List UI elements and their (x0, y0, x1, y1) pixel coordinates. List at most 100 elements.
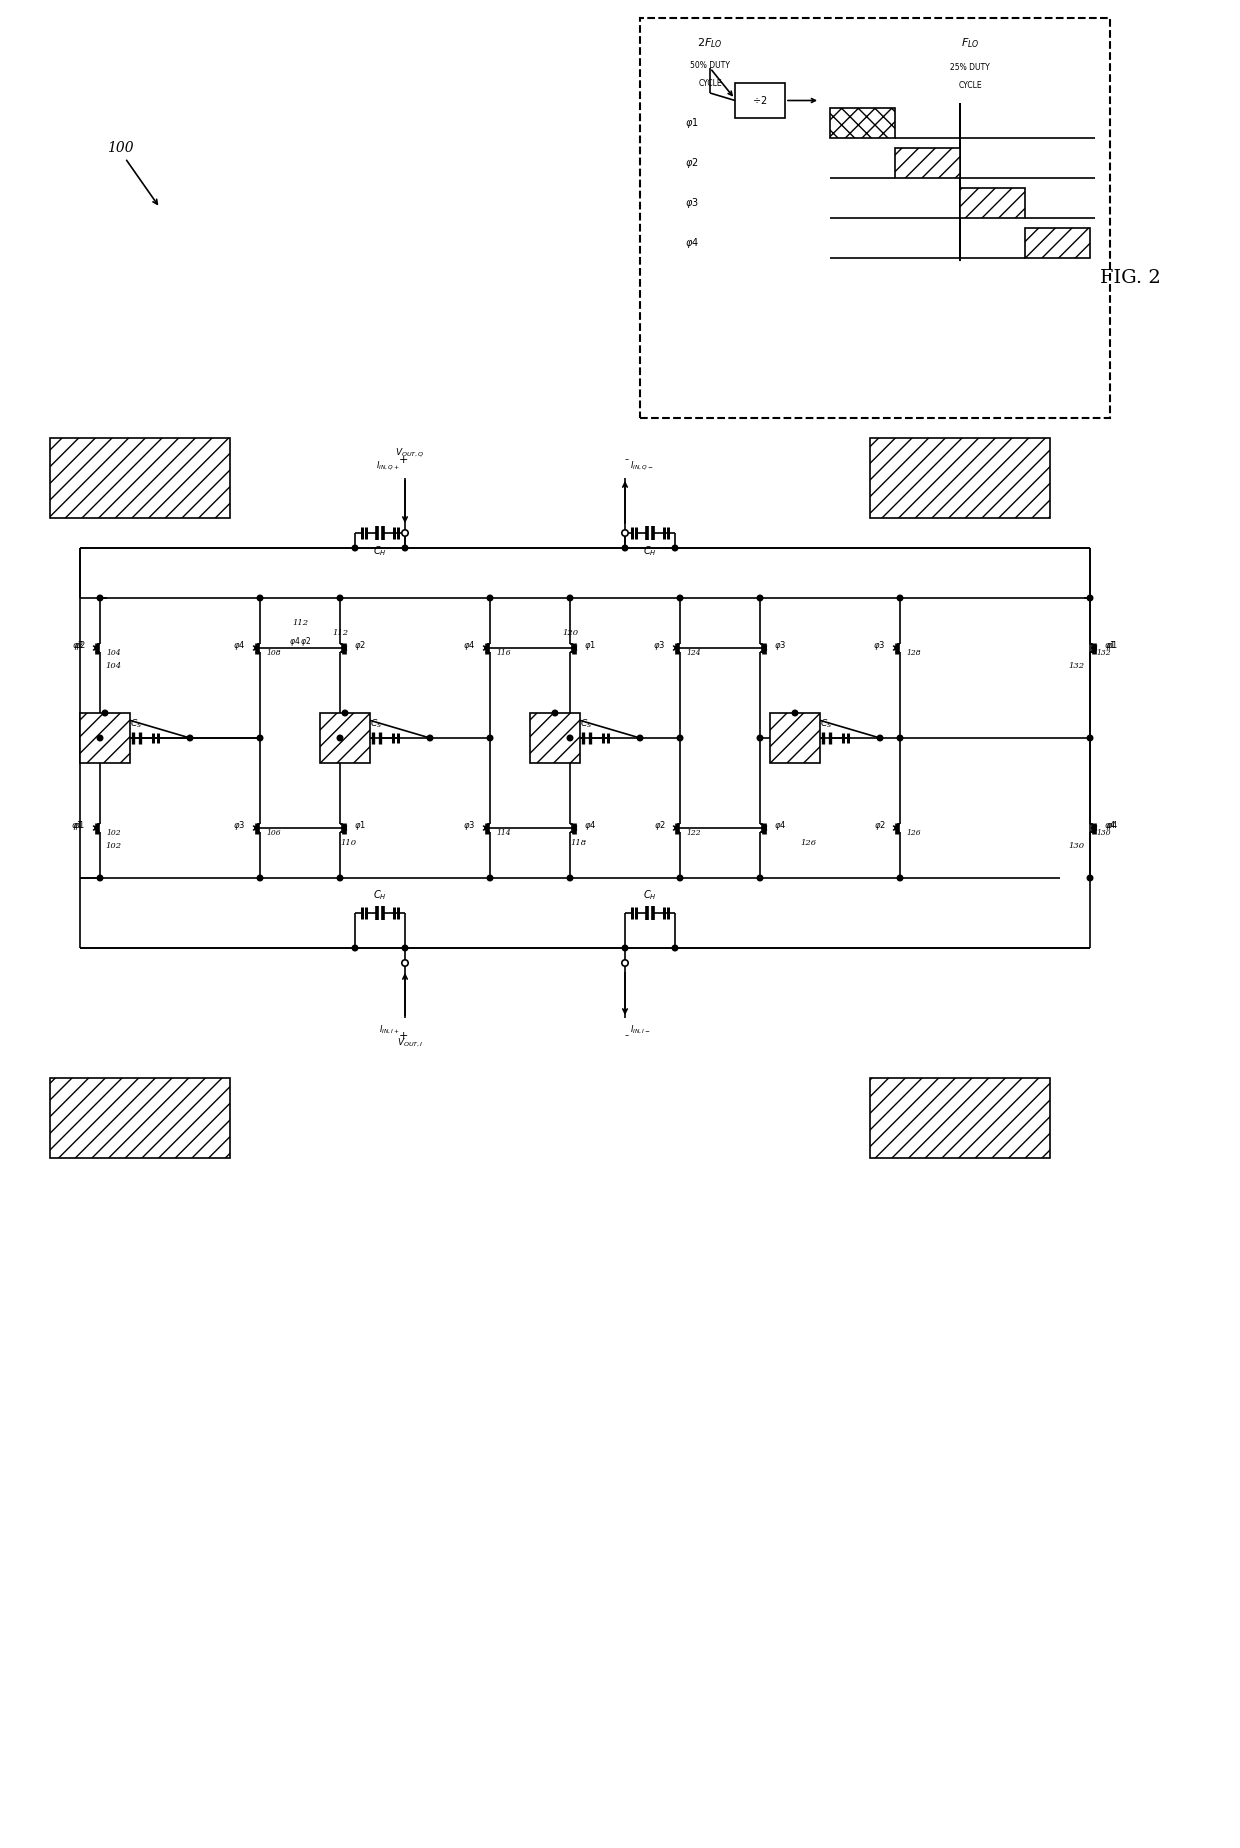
Text: $F_{LO}$: $F_{LO}$ (961, 37, 980, 50)
Text: $C_S$: $C_S$ (130, 717, 143, 730)
Text: 132: 132 (1096, 649, 1111, 658)
Text: 100: 100 (107, 140, 134, 155)
Text: $C_H$: $C_H$ (644, 889, 657, 902)
Text: -: - (625, 1029, 629, 1042)
Text: $I_{IN,Q-}$: $I_{IN,Q-}$ (630, 460, 653, 473)
Bar (320, 713, 370, 763)
Circle shape (1087, 876, 1092, 881)
Text: $\varphi 4$: $\varphi 4$ (775, 819, 787, 832)
Text: 132: 132 (1069, 662, 1085, 671)
Text: $V_{OUT,I}$: $V_{OUT,I}$ (397, 1037, 423, 1050)
Circle shape (487, 736, 492, 741)
Bar (960, 188, 1025, 218)
Bar (830, 107, 895, 139)
Text: $\div 2$: $\div 2$ (753, 94, 768, 107)
Text: $\varphi 1$: $\varphi 1$ (72, 819, 83, 832)
Text: $\varphi 2$: $\varphi 2$ (355, 639, 367, 652)
Circle shape (257, 595, 263, 601)
Text: 104: 104 (105, 662, 122, 671)
Text: $I_{IN,Q+}$: $I_{IN,Q+}$ (376, 460, 401, 473)
Circle shape (567, 876, 573, 881)
Text: 116: 116 (496, 649, 511, 658)
Text: $\varphi 4$: $\varphi 4$ (1106, 819, 1118, 832)
Text: 102: 102 (105, 843, 122, 850)
Text: $\varphi 1$: $\varphi 1$ (1105, 639, 1116, 652)
Bar (895, 148, 960, 177)
Text: 112: 112 (332, 628, 348, 638)
Text: $\varphi 1$: $\varphi 1$ (1106, 639, 1118, 652)
Circle shape (402, 530, 408, 536)
Text: $\varphi 1$: $\varphi 1$ (584, 639, 596, 652)
Text: $\varphi 2$: $\varphi 2$ (653, 819, 666, 832)
Bar (735, 83, 785, 118)
Text: 50% DUTY: 50% DUTY (691, 61, 730, 70)
Text: +: + (398, 1031, 408, 1040)
Text: 110: 110 (340, 839, 356, 846)
Text: 25% DUTY: 25% DUTY (950, 63, 990, 72)
Circle shape (352, 944, 358, 952)
Text: $\varphi 4$: $\varphi 4$ (684, 237, 699, 249)
Text: 128: 128 (906, 649, 920, 658)
Circle shape (567, 595, 573, 601)
Text: CYCLE: CYCLE (698, 78, 722, 87)
Text: $\varphi 4$: $\varphi 4$ (1105, 819, 1117, 832)
Text: 130: 130 (1069, 843, 1085, 850)
Bar (50, 1077, 229, 1159)
Text: 112: 112 (291, 619, 308, 626)
Circle shape (402, 944, 408, 952)
Text: $C_S$: $C_S$ (371, 717, 383, 730)
Text: $C_H$: $C_H$ (373, 543, 387, 558)
Text: 114: 114 (496, 830, 511, 837)
Text: 124: 124 (686, 649, 701, 658)
Circle shape (487, 876, 492, 881)
Circle shape (257, 876, 263, 881)
Text: $\varphi 4$: $\varphi 4$ (464, 639, 475, 652)
Text: -: - (625, 453, 629, 466)
Circle shape (337, 595, 342, 601)
Circle shape (402, 959, 408, 967)
Bar (870, 438, 1050, 517)
Text: $\varphi 2$: $\varphi 2$ (684, 155, 698, 170)
Circle shape (97, 736, 103, 741)
Text: 120: 120 (562, 628, 578, 638)
Circle shape (621, 530, 629, 536)
Circle shape (187, 736, 192, 741)
Text: $\varphi 1$: $\varphi 1$ (73, 819, 86, 832)
Text: $I_{IN,I-}$: $I_{IN,I-}$ (630, 1024, 651, 1037)
Text: 108: 108 (267, 649, 280, 658)
Bar (529, 713, 580, 763)
Circle shape (672, 545, 678, 551)
Text: FIG. 2: FIG. 2 (1100, 270, 1161, 286)
Text: $C_H$: $C_H$ (644, 543, 657, 558)
Circle shape (428, 736, 433, 741)
Circle shape (402, 545, 408, 551)
Circle shape (758, 736, 763, 741)
Text: $\varphi 3$: $\varphi 3$ (464, 819, 475, 832)
Text: $\varphi 3$: $\varphi 3$ (653, 639, 666, 652)
Circle shape (677, 736, 683, 741)
Circle shape (337, 736, 342, 741)
Bar (1025, 227, 1090, 259)
Text: 126: 126 (800, 839, 816, 846)
Text: $2F_{LO}$: $2F_{LO}$ (697, 37, 723, 50)
Circle shape (257, 736, 263, 741)
Bar (50, 438, 229, 517)
Text: 118: 118 (570, 839, 587, 846)
Circle shape (352, 545, 358, 551)
Circle shape (97, 595, 103, 601)
Circle shape (758, 595, 763, 601)
Text: $\varphi 4$: $\varphi 4$ (233, 639, 246, 652)
Text: $\varphi 2$: $\varphi 2$ (873, 819, 885, 832)
Circle shape (622, 944, 627, 952)
Bar (640, 18, 1110, 418)
Text: $\varphi 2$: $\varphi 2$ (72, 639, 83, 652)
Text: 104: 104 (105, 649, 120, 658)
Circle shape (102, 710, 108, 715)
Bar (770, 713, 820, 763)
Text: $\varphi 3$: $\varphi 3$ (775, 639, 786, 652)
Bar (81, 713, 130, 763)
Text: $I_{IN,I+}$: $I_{IN,I+}$ (379, 1024, 401, 1037)
Text: $\varphi 1$: $\varphi 1$ (684, 116, 698, 129)
Text: $\varphi 2$: $\varphi 2$ (73, 639, 86, 652)
Circle shape (898, 736, 903, 741)
